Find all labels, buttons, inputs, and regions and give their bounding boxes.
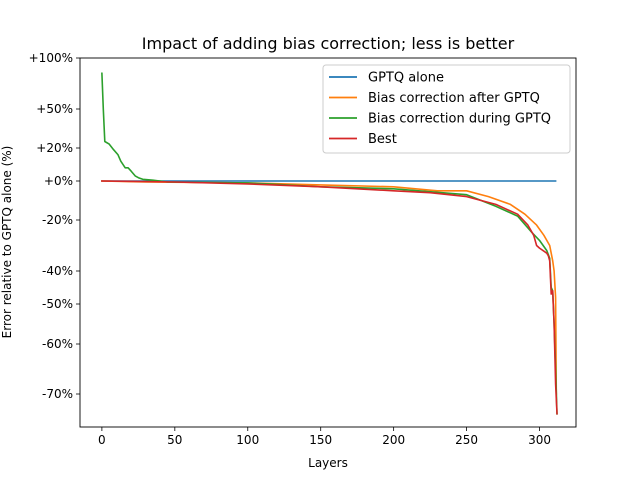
- y-tick-label: +20%: [36, 141, 73, 155]
- y-tick-label: +0%: [44, 174, 73, 188]
- chart-title: Impact of adding bias correction; less i…: [142, 34, 515, 53]
- y-axis-ticks: +100% +50% +20% +0% -20% -40% -50% -60% -70%: [29, 51, 80, 401]
- legend-box: [322, 64, 571, 154]
- y-tick-label: -60%: [42, 337, 73, 351]
- x-axis-ticks: 0 50 100 150 200 250 300: [98, 427, 551, 447]
- x-axis-label: Layers: [308, 456, 348, 470]
- legend-label-0: GPTQ alone: [368, 71, 444, 86]
- x-tick-label: 0: [98, 433, 106, 447]
- legend-label-2: Bias correction during GPTQ: [368, 112, 551, 127]
- y-tick-label: -40%: [42, 264, 73, 278]
- x-tick-label: 250: [455, 433, 478, 447]
- y-tick-label: +50%: [36, 102, 73, 116]
- y-tick-label: -20%: [42, 213, 73, 227]
- y-tick-label: +100%: [29, 51, 73, 65]
- y-tick-label: -50%: [42, 297, 73, 311]
- legend-label-3: Best: [368, 132, 397, 147]
- y-axis-label: Error relative to GPTQ alone (%): [0, 146, 14, 339]
- x-tick-label: 300: [528, 433, 551, 447]
- x-tick-label: 100: [236, 433, 259, 447]
- y-tick-label: -70%: [42, 387, 73, 401]
- axes-frame: [79, 57, 577, 428]
- plot-area: [101, 72, 558, 415]
- legend: GPTQ alone Bias correction after GPTQ Bias…: [322, 64, 571, 154]
- series-line-3: [101, 180, 558, 415]
- x-tick-label: 200: [382, 433, 405, 447]
- legend-label-1: Bias correction after GPTQ: [368, 91, 540, 106]
- series-line-1: [101, 180, 558, 395]
- x-tick-label: 50: [167, 433, 182, 447]
- x-tick-label: 150: [309, 433, 332, 447]
